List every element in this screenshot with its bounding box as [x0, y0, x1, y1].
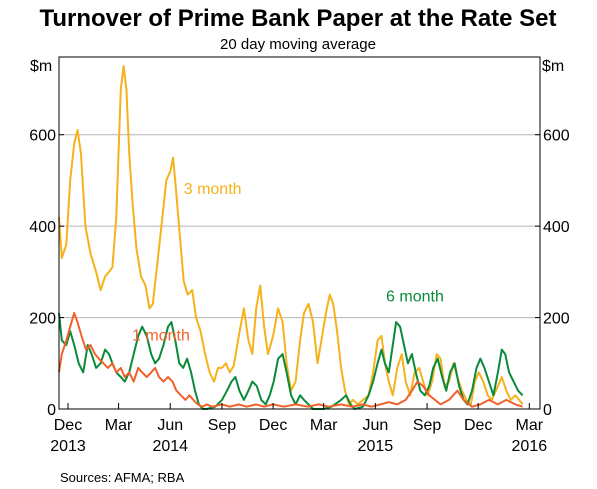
- y-tick-label-right: 400: [543, 219, 570, 236]
- series-line-3-month: [58, 65, 524, 406]
- y-tick-label-left: 600: [29, 128, 56, 145]
- x-tick-label: Jun: [157, 417, 183, 434]
- series-line-6-month: [58, 312, 524, 410]
- series-label-6-month: 6 month: [386, 289, 444, 306]
- y-tick-label-left: 200: [29, 311, 56, 328]
- x-tick-label: Mar: [516, 417, 544, 434]
- x-tick-label: Sep: [413, 417, 442, 434]
- plot-frame: [58, 56, 541, 410]
- series-lines: [58, 65, 524, 410]
- y-unit-right: $m: [542, 58, 564, 75]
- y-tick-label-right: 600: [543, 128, 570, 145]
- y-tick-label-right: 0: [543, 402, 552, 419]
- x-tick-label: Mar: [105, 417, 133, 434]
- x-year-label: 2014: [152, 438, 188, 455]
- y-unit-left: $m: [30, 58, 52, 75]
- grid-lines: [59, 134, 540, 319]
- x-tick-label: Dec: [259, 417, 287, 434]
- series-labels: 3 month 6 month 1 month: [132, 181, 444, 344]
- x-tick-label: Mar: [310, 417, 338, 434]
- x-year-label: 2013: [50, 438, 86, 455]
- x-tick-label: Dec: [54, 417, 82, 434]
- y-tick-label-left: 400: [29, 219, 56, 236]
- x-tick-label: Jun: [362, 417, 388, 434]
- chart-title: Turnover of Prime Bank Paper at the Rate…: [39, 5, 556, 32]
- y-tick-label-right: 200: [543, 311, 570, 328]
- series-label-3-month: 3 month: [184, 181, 242, 198]
- chart-subtitle: 20 day moving average: [220, 36, 376, 53]
- series-line-1-month: [58, 312, 523, 408]
- x-axis-ticks: Dec 2013 Mar Jun 2014 Sep Dec Mar Jun 2015 Sep Dec M…: [50, 403, 547, 455]
- x-year-label: 2015: [358, 438, 394, 455]
- x-year-label: 2016: [512, 438, 548, 455]
- x-tick-label: Dec: [464, 417, 492, 434]
- y-tick-label-left: 0: [47, 402, 56, 419]
- x-tick-label: Sep: [208, 417, 237, 434]
- source-note: Sources: AFMA; RBA: [60, 470, 185, 485]
- series-label-1-month: 1 month: [132, 327, 190, 344]
- y-axis-ticks: 0 0 200 200 400 400 600 600: [29, 128, 570, 419]
